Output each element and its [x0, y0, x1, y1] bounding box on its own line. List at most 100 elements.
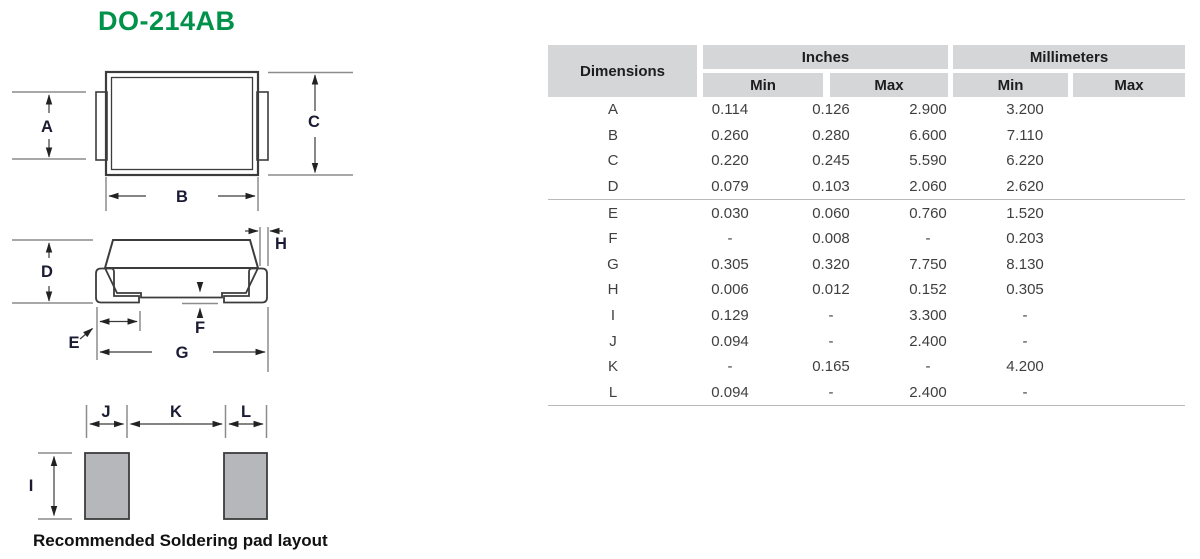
cell-dim: A: [607, 101, 618, 119]
header-inches-min: Min: [703, 73, 823, 97]
package-body-top: [104, 70, 260, 177]
cell-mm-min: 7.750: [909, 255, 947, 273]
cell-dim: D: [607, 178, 619, 196]
table-row: B 0.260 0.280 6.600 7.110: [548, 123, 1185, 149]
cell-in-min: 0.305: [711, 255, 749, 273]
cell-in-min: 0.114: [711, 101, 749, 119]
right-pad: [223, 452, 268, 520]
dim-label-a: A: [41, 118, 53, 136]
table-row: A 0.114 0.126 2.900 3.200: [548, 97, 1185, 123]
cell-in-max: 0.245: [812, 152, 850, 170]
cell-dim: K: [607, 358, 618, 376]
header-inches-max: Max: [830, 73, 948, 97]
table-row: K - 0.165 - 4.200: [548, 354, 1185, 380]
cell-in-max: -: [828, 383, 834, 401]
dim-label-k: K: [170, 403, 182, 421]
cell-mm-max: -: [1022, 307, 1028, 325]
cell-in-min: -: [727, 358, 733, 376]
cell-mm-max: 1.520: [1006, 204, 1044, 222]
table-row: G 0.305 0.320 7.750 8.130: [548, 252, 1185, 278]
header-inches: Inches: [703, 45, 948, 69]
dim-label-c: C: [308, 113, 320, 131]
cell-in-max: 0.008: [812, 230, 850, 248]
table-row: J 0.094 - 2.400 -: [548, 328, 1185, 354]
header-dimensions: Dimensions: [548, 45, 697, 97]
cell-in-max: 0.126: [812, 101, 850, 119]
cell-in-min: -: [727, 230, 733, 248]
cell-in-min: 0.220: [711, 152, 749, 170]
table-row: L 0.094 - 2.400 -: [548, 380, 1185, 407]
cell-dim: E: [607, 204, 618, 222]
table-body: A 0.114 0.126 2.900 3.200 B 0.260 0.280 6.600 7.…: [548, 97, 1185, 407]
cell-in-min: 0.079: [711, 178, 749, 196]
cell-in-min: 0.030: [711, 204, 749, 222]
cell-dim: I: [610, 307, 616, 325]
side-view-diagram: D H F E G: [12, 227, 287, 372]
cell-mm-min: 6.600: [909, 126, 947, 144]
package-drawing: A C B D: [12, 70, 353, 520]
cell-mm-max: -: [1022, 383, 1028, 401]
cell-in-max: -: [828, 307, 834, 325]
right-lead: [223, 267, 268, 304]
table-row: E 0.030 0.060 0.760 1.520: [548, 200, 1185, 226]
cell-mm-max: 8.130: [1006, 255, 1044, 273]
dim-label-h: H: [275, 235, 287, 253]
cell-in-min: 0.006: [711, 281, 749, 299]
cell-mm-max: -: [1022, 332, 1028, 350]
table-row: H 0.006 0.012 0.152 0.305: [548, 277, 1185, 303]
package-title: DO-214AB: [98, 6, 236, 36]
cell-dim: J: [609, 332, 617, 350]
dim-label-f: F: [195, 319, 205, 337]
cell-in-min: 0.260: [711, 126, 749, 144]
cell-mm-min: 3.300: [909, 307, 947, 325]
cell-in-max: 0.280: [812, 126, 850, 144]
left-lead: [95, 267, 140, 304]
cell-mm-max: 3.200: [1006, 101, 1044, 119]
cell-in-min: 0.129: [711, 307, 749, 325]
cell-in-max: 0.103: [812, 178, 850, 196]
cell-in-max: 0.165: [812, 358, 850, 376]
cell-in-min: 0.094: [711, 383, 749, 401]
cell-mm-min: 2.060: [909, 178, 947, 196]
cell-mm-min: 5.590: [909, 152, 947, 170]
header-mm-max: Max: [1073, 73, 1185, 97]
cell-mm-max: 0.305: [1006, 281, 1044, 299]
cell-mm-max: 2.620: [1006, 178, 1044, 196]
cell-dim: G: [607, 255, 619, 273]
cell-mm-max: 0.203: [1006, 230, 1044, 248]
left-pad: [84, 452, 130, 520]
dim-label-b: B: [176, 188, 188, 206]
cell-dim: B: [607, 126, 618, 144]
table-row: D 0.079 0.103 2.060 2.620: [548, 174, 1185, 201]
dim-label-e: E: [68, 334, 79, 352]
cell-in-max: 0.060: [812, 204, 850, 222]
table-row: I 0.129 - 3.300 -: [548, 303, 1185, 329]
cell-mm-min: 2.400: [909, 383, 947, 401]
cell-mm-max: 4.200: [1006, 358, 1044, 376]
header-mm-min: Min: [953, 73, 1068, 97]
dim-label-i: I: [29, 477, 34, 495]
cell-in-max: -: [828, 332, 834, 350]
cell-mm-min: -: [925, 358, 931, 376]
cell-mm-min: 2.900: [909, 101, 947, 119]
cell-dim: L: [608, 383, 618, 401]
top-view-diagram: A C B: [12, 70, 353, 211]
dim-label-l: L: [241, 403, 251, 421]
table-row: F - 0.008 - 0.203: [548, 226, 1185, 252]
cell-in-min: 0.094: [711, 332, 749, 350]
cell-mm-min: 2.400: [909, 332, 947, 350]
cell-mm-max: 7.110: [1006, 126, 1044, 144]
dim-label-g: G: [176, 344, 189, 362]
dimensions-table: Dimensions Inches Millimeters Min Max Mi…: [548, 45, 1185, 410]
header-millimeters: Millimeters: [953, 45, 1185, 69]
package-body-side: [103, 239, 260, 269]
cell-dim: C: [607, 152, 619, 170]
dim-label-j: J: [101, 403, 110, 421]
cell-in-max: 0.320: [812, 255, 850, 273]
pad-layout-caption: Recommended Soldering pad layout: [33, 531, 328, 550]
table-row: C 0.220 0.245 5.590 6.220: [548, 148, 1185, 174]
cell-dim: F: [608, 230, 618, 248]
cell-in-max: 0.012: [812, 281, 850, 299]
cell-mm-min: 0.760: [909, 204, 947, 222]
